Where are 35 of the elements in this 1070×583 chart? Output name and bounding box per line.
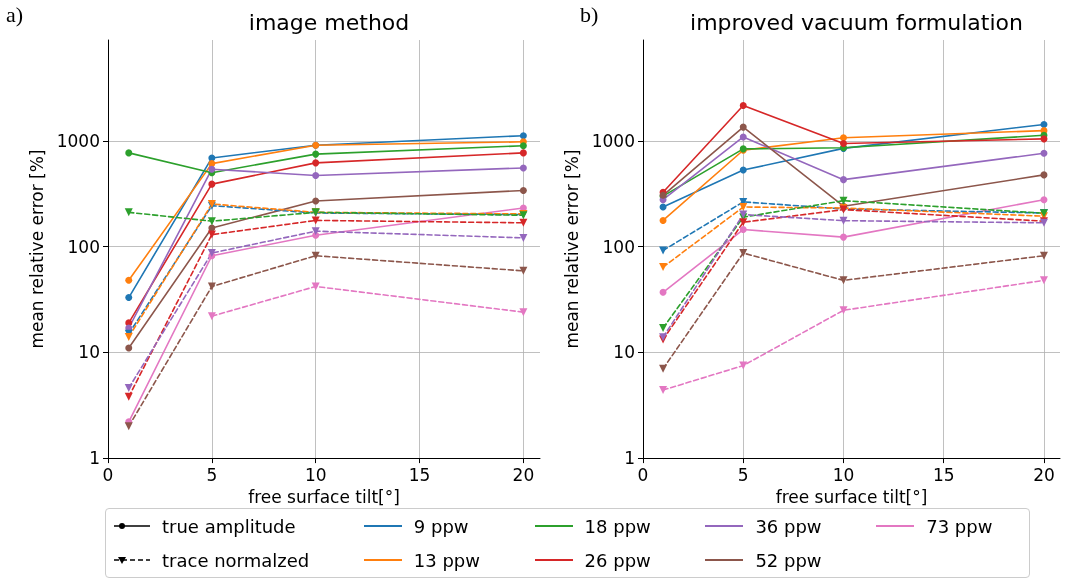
text: trace normalzed	[162, 549, 310, 571]
x-axis-title: free surface tilt[°]	[248, 486, 400, 507]
x-tick-label: 10	[304, 464, 327, 485]
y-tick-label: 1000	[56, 130, 100, 151]
y-axis-title: mean relative error [%]	[27, 149, 48, 349]
y-tick-label: 1	[89, 448, 100, 469]
legend-label: 36 ppw	[755, 515, 822, 537]
x-tick-label: 0	[637, 464, 649, 485]
legend-label: 18 ppw	[584, 515, 651, 537]
y-tick-label: 100	[602, 236, 635, 257]
x-tick-label: 5	[737, 464, 749, 485]
x-tick-label: 5	[206, 464, 218, 485]
legend-label: 9 ppw	[413, 515, 469, 537]
text: b)	[580, 2, 599, 28]
y-tick-label: 1	[624, 448, 635, 469]
legend-label: 13 ppw	[413, 549, 480, 571]
chart-title: image method	[248, 9, 410, 35]
legend-label: 73 ppw	[926, 515, 993, 537]
legend-label: 26 ppw	[584, 549, 651, 571]
text: a)	[6, 2, 24, 28]
y-tick-label: 1000	[591, 130, 635, 151]
legend-label: 52 ppw	[755, 549, 822, 571]
x-tick-label: 10	[832, 464, 855, 485]
text: true amplitude	[162, 515, 296, 537]
x-tick-label: 20	[1033, 464, 1055, 485]
x-axis-title: free surface tilt[°]	[775, 486, 928, 507]
x-tick-label: 20	[512, 464, 535, 485]
chart-title: improved vacuum formulation	[690, 9, 1023, 35]
y-axis-title: mean relative error [%]	[562, 149, 583, 349]
y-tick-label: 100	[67, 236, 100, 257]
x-tick-label: 15	[408, 464, 431, 485]
x-tick-label: 15	[932, 464, 955, 485]
x-tick-label: 0	[102, 464, 114, 485]
y-tick-label: 10	[613, 342, 635, 363]
y-tick-label: 10	[78, 342, 100, 363]
